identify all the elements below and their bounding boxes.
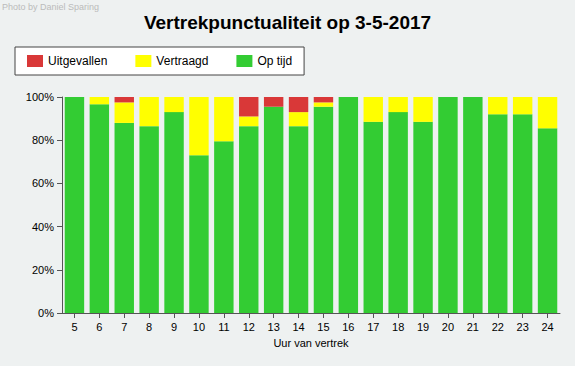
svg-text:12: 12 [243,321,255,333]
svg-text:80%: 80% [32,134,54,146]
svg-text:13: 13 [268,321,280,333]
svg-text:20%: 20% [32,264,54,276]
svg-text:7: 7 [121,321,127,333]
svg-text:8: 8 [146,321,152,333]
svg-text:0%: 0% [38,307,54,319]
svg-text:6: 6 [96,321,102,333]
svg-text:15: 15 [317,321,329,333]
svg-text:9: 9 [171,321,177,333]
svg-text:20: 20 [442,321,454,333]
svg-text:10: 10 [193,321,205,333]
svg-text:Uur van vertrek: Uur van vertrek [273,337,349,349]
svg-text:Photo by Daniel Sparing: Photo by Daniel Sparing [2,2,99,12]
svg-text:Op tijd: Op tijd [257,54,292,68]
svg-text:21: 21 [467,321,479,333]
svg-text:Vertrekpunctualiteit op 3-5-20: Vertrekpunctualiteit op 3-5-2017 [144,12,431,33]
svg-text:24: 24 [541,321,553,333]
svg-text:18: 18 [392,321,404,333]
svg-text:23: 23 [517,321,529,333]
svg-text:100%: 100% [26,91,54,103]
svg-text:22: 22 [492,321,504,333]
svg-text:Uitgevallen: Uitgevallen [48,54,107,68]
svg-text:19: 19 [417,321,429,333]
svg-text:Vertraagd: Vertraagd [156,54,208,68]
svg-text:16: 16 [342,321,354,333]
svg-text:60%: 60% [32,177,54,189]
svg-text:5: 5 [71,321,77,333]
svg-text:40%: 40% [32,221,54,233]
svg-text:11: 11 [218,321,229,333]
svg-text:17: 17 [367,321,379,333]
svg-text:14: 14 [292,321,304,333]
